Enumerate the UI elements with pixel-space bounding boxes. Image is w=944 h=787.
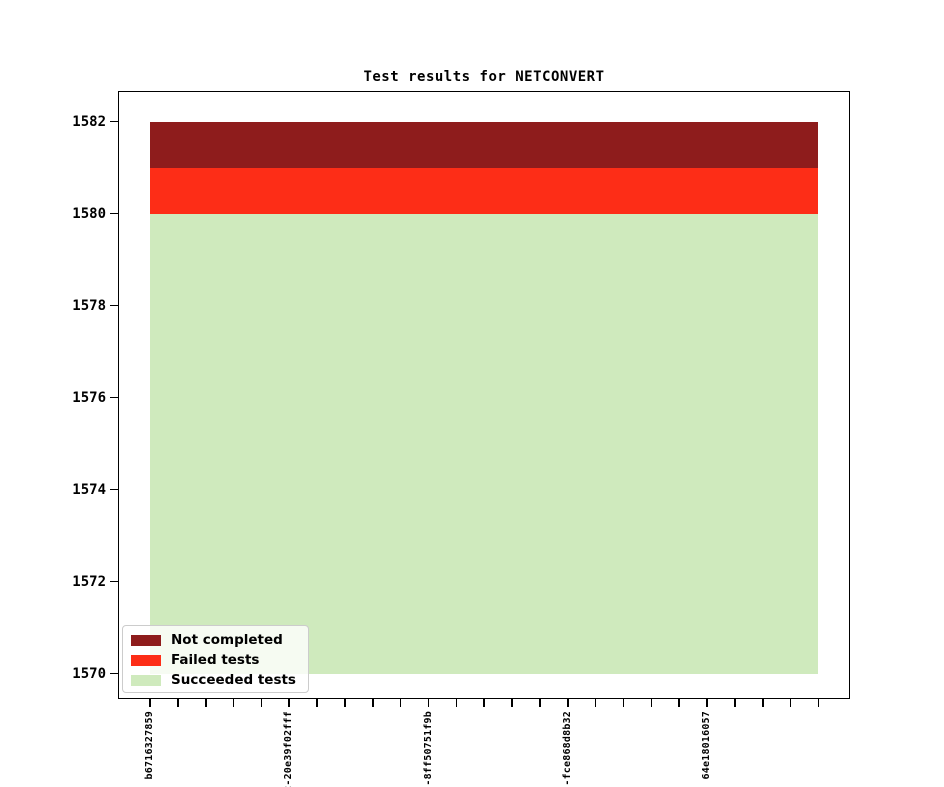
x-tick-mark xyxy=(204,699,207,707)
y-tick-label: 1578 xyxy=(72,297,106,314)
y-tick-mark xyxy=(110,488,118,491)
x-tick-mark xyxy=(288,699,291,707)
y-tick-label: 1580 xyxy=(72,205,106,222)
x-tick-mark xyxy=(678,699,681,707)
x-tick-mark xyxy=(232,699,235,707)
y-tick-label: 1574 xyxy=(72,481,106,498)
y-tick-mark xyxy=(110,396,118,399)
legend: Not completed Failed tests Succeeded tests xyxy=(122,625,309,693)
x-tick-label: b6716327859 xyxy=(144,711,155,780)
x-tick-mark xyxy=(316,699,318,707)
y-tick-mark xyxy=(110,212,118,215)
y-tick-label: 1572 xyxy=(72,573,106,590)
legend-rows: Not completed Failed tests Succeeded tests xyxy=(131,630,300,690)
x-tick-label: -fce868d8b32 xyxy=(561,711,573,786)
y-tick-mark xyxy=(110,120,118,123)
band-succeeded-tests xyxy=(150,213,818,674)
x-tick-mark xyxy=(427,699,430,707)
y-tick-label: 1570 xyxy=(72,665,106,682)
x-tick-mark xyxy=(817,699,820,707)
x-tick-mark xyxy=(455,699,458,707)
x-tick-label: 64e18016057 xyxy=(701,711,713,780)
x-tick-mark xyxy=(789,699,792,707)
x-tick-label: '-8ff50751f9b xyxy=(422,711,434,787)
x-tick-mark xyxy=(567,699,569,707)
band-failed-tests xyxy=(150,167,818,214)
x-tick-mark xyxy=(260,699,263,707)
x-tick-mark xyxy=(706,699,708,707)
chart-title: Test results for NETCONVERT xyxy=(363,69,605,85)
legend-item: Not completed xyxy=(131,630,300,650)
y-tick-mark xyxy=(110,304,118,307)
x-tick-label: 2-20e39f02fff xyxy=(283,711,295,787)
legend-label: Not completed xyxy=(171,632,283,648)
legend-label: Failed tests xyxy=(171,652,260,668)
legend-swatch-icon xyxy=(131,674,161,686)
y-tick-label: 1576 xyxy=(72,389,106,406)
legend-item: Succeeded tests xyxy=(131,670,300,690)
y-tick-mark xyxy=(110,672,118,675)
x-tick-mark xyxy=(511,699,513,707)
x-tick-mark xyxy=(539,699,541,707)
x-tick-mark xyxy=(761,699,764,707)
x-tick-mark xyxy=(177,699,179,707)
x-tick-mark xyxy=(622,699,625,707)
band-not-completed xyxy=(150,121,818,168)
x-tick-mark xyxy=(734,699,736,707)
legend-swatch-icon xyxy=(131,634,161,646)
x-tick-mark xyxy=(399,699,402,707)
y-tick-mark xyxy=(110,580,118,583)
x-tick-mark xyxy=(594,699,597,707)
y-tick-label: 1582 xyxy=(72,113,106,130)
x-tick-mark xyxy=(344,699,346,707)
x-tick-mark xyxy=(372,699,374,707)
legend-item: Failed tests xyxy=(131,650,300,670)
x-tick-mark xyxy=(483,699,486,707)
legend-label: Succeeded tests xyxy=(171,672,296,688)
legend-swatch-icon xyxy=(131,654,161,666)
x-tick-mark xyxy=(149,699,151,707)
x-tick-mark xyxy=(650,699,653,707)
